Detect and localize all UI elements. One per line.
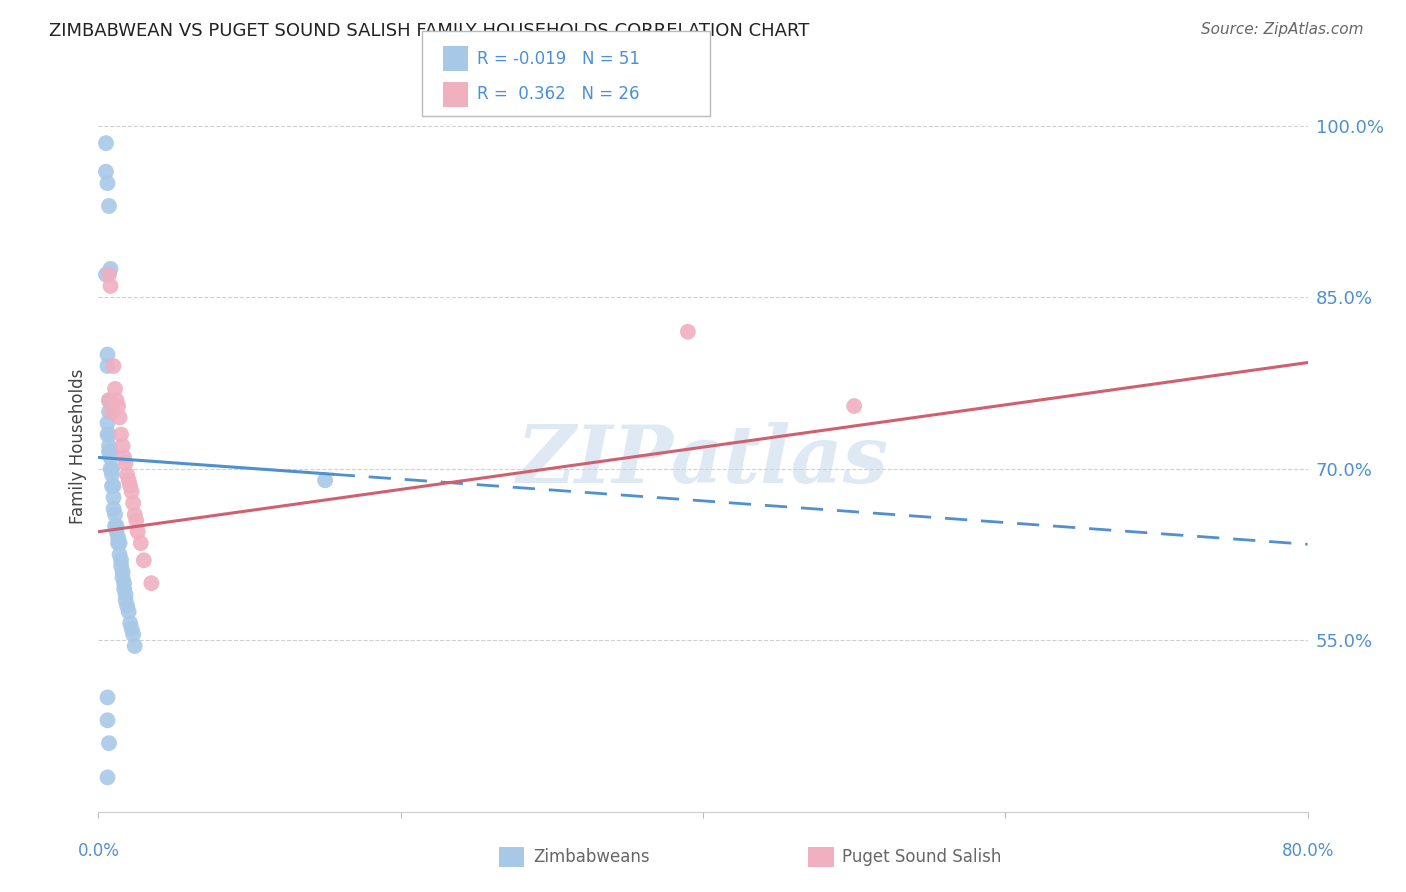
Point — [105, 519, 128, 533]
Point — [105, 393, 128, 408]
Point — [103, 491, 125, 505]
Point — [132, 553, 155, 567]
Point — [120, 479, 142, 493]
Point — [98, 393, 121, 408]
Point — [100, 450, 122, 465]
Point — [98, 393, 121, 408]
Point — [124, 639, 146, 653]
Point — [110, 559, 132, 574]
Point — [107, 399, 129, 413]
Text: Puget Sound Salish: Puget Sound Salish — [842, 848, 1001, 866]
Point — [107, 530, 129, 544]
Point — [98, 444, 121, 458]
Point — [115, 599, 138, 613]
Point — [98, 268, 121, 282]
Text: ZIPatlas: ZIPatlas — [517, 422, 889, 500]
Point — [96, 690, 118, 705]
Point — [121, 622, 143, 636]
Point — [98, 736, 121, 750]
Point — [110, 427, 132, 442]
Point — [108, 410, 131, 425]
Point — [114, 456, 136, 470]
Point — [103, 359, 125, 373]
Point — [115, 467, 138, 482]
Point — [110, 553, 132, 567]
Point — [122, 496, 145, 510]
Text: Source: ZipAtlas.com: Source: ZipAtlas.com — [1201, 22, 1364, 37]
Text: Zimbabweans: Zimbabweans — [533, 848, 650, 866]
Point — [104, 382, 127, 396]
Point — [844, 399, 866, 413]
Point — [94, 165, 117, 179]
Point — [108, 548, 131, 562]
Point — [103, 501, 125, 516]
Point — [314, 473, 336, 487]
Text: R =  0.362   N = 26: R = 0.362 N = 26 — [477, 86, 640, 103]
Point — [101, 467, 124, 482]
Point — [98, 439, 121, 453]
Point — [112, 450, 135, 465]
Text: 80.0%: 80.0% — [1281, 842, 1334, 860]
Point — [141, 576, 163, 591]
Point — [129, 536, 152, 550]
Point — [96, 714, 118, 728]
Point — [96, 176, 118, 190]
Point — [96, 416, 118, 430]
Y-axis label: Family Households: Family Households — [69, 368, 87, 524]
Point — [100, 261, 122, 276]
Point — [96, 427, 118, 442]
Point — [101, 479, 124, 493]
Point — [101, 462, 124, 476]
Point — [118, 473, 141, 487]
Point — [124, 508, 146, 522]
Point — [118, 605, 141, 619]
Point — [100, 279, 122, 293]
Point — [112, 582, 135, 596]
Text: 0.0%: 0.0% — [77, 842, 120, 860]
Point — [105, 524, 128, 539]
Point — [103, 479, 125, 493]
Point — [96, 771, 118, 785]
Point — [96, 359, 118, 373]
Point — [112, 576, 135, 591]
Point — [125, 513, 148, 527]
Text: ZIMBABWEAN VS PUGET SOUND SALISH FAMILY HOUSEHOLDS CORRELATION CHART: ZIMBABWEAN VS PUGET SOUND SALISH FAMILY … — [49, 22, 810, 40]
Point — [98, 199, 121, 213]
Point — [107, 536, 129, 550]
Point — [111, 439, 134, 453]
Text: R = -0.019   N = 51: R = -0.019 N = 51 — [477, 50, 640, 68]
Point — [100, 462, 122, 476]
Point — [108, 536, 131, 550]
Point — [98, 405, 121, 419]
Point — [94, 268, 117, 282]
Point — [104, 519, 127, 533]
Point — [104, 508, 127, 522]
Point — [100, 444, 122, 458]
Point — [121, 484, 143, 499]
Point — [676, 325, 699, 339]
Point — [114, 588, 136, 602]
Point — [122, 627, 145, 641]
Point — [98, 427, 121, 442]
Point — [101, 405, 124, 419]
Point — [111, 570, 134, 584]
Point — [120, 616, 142, 631]
Point — [111, 565, 134, 579]
Point — [96, 347, 118, 362]
Point — [127, 524, 149, 539]
Point — [114, 593, 136, 607]
Point — [94, 136, 117, 150]
